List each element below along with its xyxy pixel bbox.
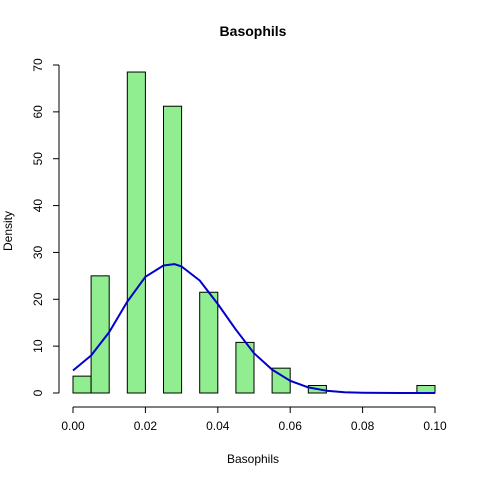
x-tick-label-2: 0.04 (206, 419, 230, 433)
histogram-bar-0 (73, 376, 91, 393)
x-axis-label: Basophils (227, 452, 279, 466)
x-tick-label-5: 0.10 (423, 419, 447, 433)
y-tick-label-2: 20 (31, 292, 45, 306)
histogram-bar-8 (417, 386, 435, 393)
chart-title: Basophils (220, 23, 287, 39)
x-tick-label-3: 0.06 (279, 419, 303, 433)
y-axis-label: Density (1, 211, 15, 251)
histogram-bar-2 (127, 72, 145, 393)
x-tick-label-4: 0.08 (351, 419, 375, 433)
histogram-bar-4 (200, 292, 218, 393)
y-tick-label-5: 50 (31, 152, 45, 166)
y-tick-label-3: 30 (31, 245, 45, 259)
histogram-bar-3 (164, 106, 182, 393)
x-tick-label-1: 0.02 (134, 419, 158, 433)
x-tick-label-0: 0.00 (61, 419, 85, 433)
y-tick-label-1: 10 (31, 339, 45, 353)
y-tick-label-7: 70 (31, 58, 45, 72)
x-axis: 0.00 0.02 0.04 0.06 0.08 0.10 (61, 407, 447, 433)
y-tick-label-0: 0 (31, 389, 45, 396)
y-tick-label-4: 40 (31, 199, 45, 213)
y-tick-label-6: 60 (31, 105, 45, 119)
y-axis: 0 10 20 30 40 50 60 70 (31, 58, 59, 396)
bars-layer (73, 72, 435, 393)
